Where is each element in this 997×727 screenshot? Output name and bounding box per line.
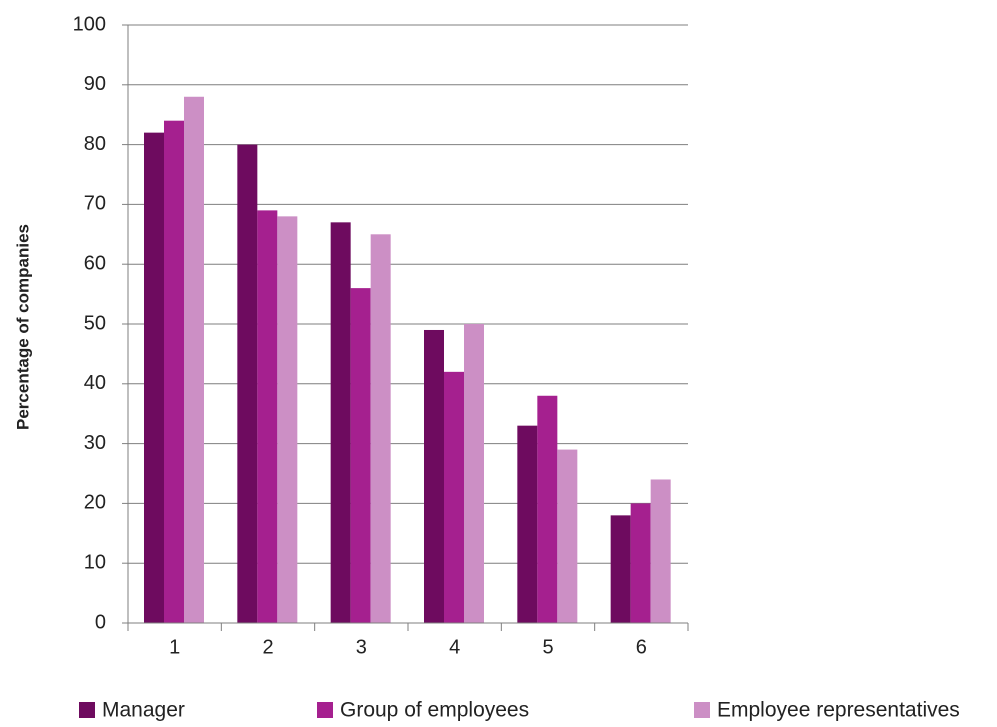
bar-group-of-employees-1: [164, 120, 184, 624]
bar-group-of-employees-4: [444, 371, 464, 623]
axes: [122, 24, 689, 631]
bar-employee-representatives-6: [650, 479, 671, 623]
x-tick-label: 3: [356, 636, 367, 658]
y-tick-label: 0: [95, 611, 106, 633]
y-tick-label: 30: [84, 432, 106, 454]
bar-manager-5: [517, 425, 538, 623]
x-tick-label: 5: [542, 636, 553, 658]
y-tick-label: 60: [84, 252, 106, 274]
bar-group-of-employees-3: [350, 288, 371, 623]
legend-label: Employee representatives: [717, 699, 960, 722]
y-tick-label: 40: [84, 372, 106, 394]
legend-swatch: [317, 702, 333, 718]
bar-employee-representatives-2: [277, 216, 298, 624]
y-tick-label: 20: [84, 492, 106, 514]
legend: Manager Group of employees Employee repres…: [79, 699, 960, 722]
legend-label: Manager: [102, 699, 185, 722]
bar-group-of-employees-2: [257, 210, 278, 623]
y-axis-label: Percentage of companies: [13, 224, 32, 430]
x-tick-label: 1: [169, 636, 180, 658]
y-tick-labels: 0 10 20 30 40 50 60 70 80 90 100: [73, 13, 106, 633]
x-tick-label: 2: [262, 636, 273, 658]
bar-manager-6: [610, 515, 631, 623]
y-tick-label: 100: [73, 13, 106, 35]
bar-group-of-employees-5: [537, 395, 558, 623]
bar-employee-representatives-1: [184, 96, 204, 623]
legend-label: Group of employees: [340, 699, 529, 722]
bar-group-of-employees-6: [630, 503, 651, 623]
y-tick-label: 10: [84, 551, 106, 573]
bar-employee-representatives-3: [370, 234, 391, 624]
bar-manager-1: [144, 132, 164, 623]
gridlines: [128, 24, 688, 564]
x-tick-label: 4: [449, 636, 460, 658]
y-tick-label: 70: [84, 193, 106, 215]
x-tick-label: 6: [636, 636, 647, 658]
bar-employee-representatives-4: [464, 324, 484, 623]
legend-swatch: [694, 702, 710, 718]
x-tick-labels: 1 2 3 4 5 6: [169, 636, 647, 658]
y-tick-label: 50: [84, 312, 106, 334]
bar-manager-3: [330, 222, 351, 623]
y-tick-label: 90: [84, 73, 106, 95]
bars: [144, 96, 671, 624]
bar-manager-2: [237, 144, 258, 623]
y-tick-label: 80: [84, 133, 106, 155]
bar-manager-4: [424, 329, 444, 623]
bar-employee-representatives-5: [557, 449, 578, 623]
legend-swatch: [79, 702, 95, 718]
